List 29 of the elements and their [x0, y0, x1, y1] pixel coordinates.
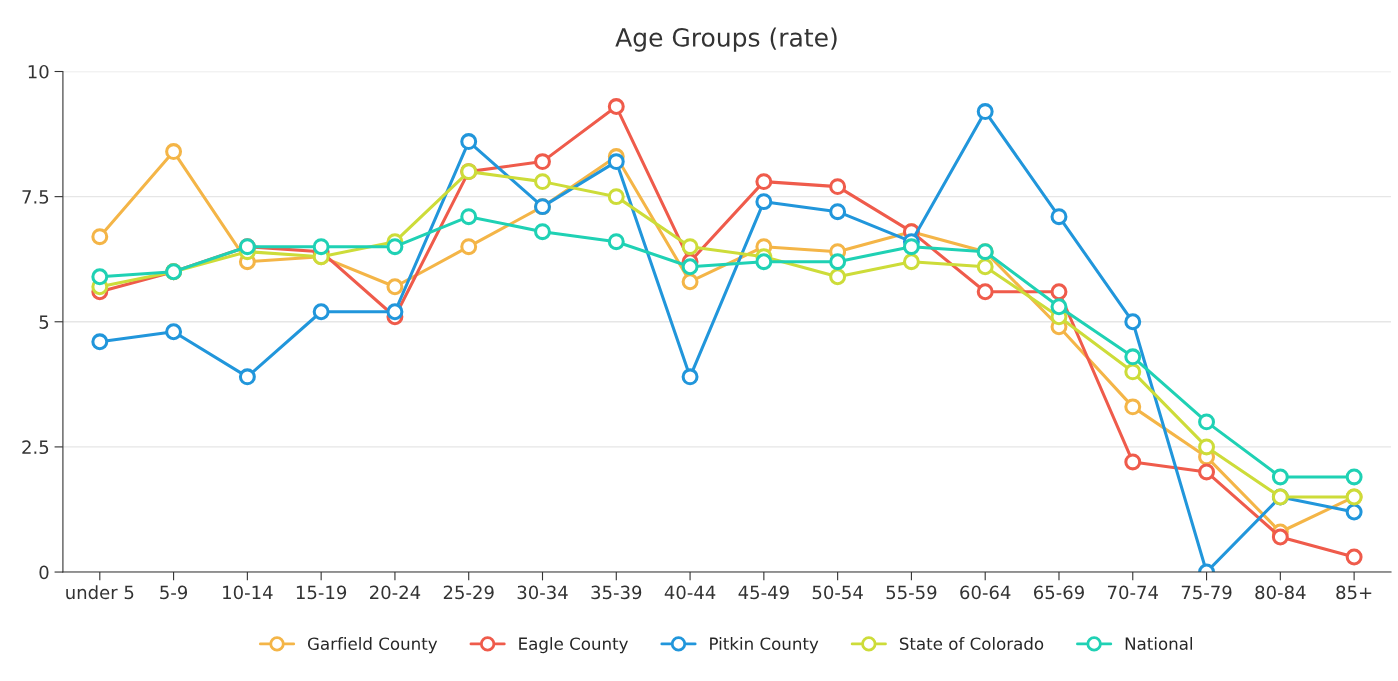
legend-label: Pitkin County [710, 637, 819, 654]
x-tick-label: 25-29 [443, 585, 494, 600]
legend-label: Eagle County [519, 637, 628, 654]
y-tick-label: 5 [39, 315, 49, 329]
x-tick-label: 75-79 [1181, 585, 1232, 600]
x-tick-label: 20-24 [370, 585, 421, 600]
x-tick-label: 35-39 [591, 585, 642, 600]
x-tick-label: 70-74 [1108, 585, 1158, 600]
x-tick-label: 10-14 [223, 585, 273, 600]
legend-label: State of Colorado [899, 637, 1044, 650]
x-tick-label: 65-69 [1034, 585, 1084, 600]
x-tick-label: 5-9 [160, 585, 188, 600]
x-tick-label: under 5 [66, 585, 134, 600]
x-tick-label: 15-19 [296, 585, 347, 600]
chart-title: Age Groups (rate) [615, 27, 837, 52]
y-tick-label: 2.5 [22, 440, 49, 455]
y-tick-label: 0 [39, 565, 49, 580]
x-tick-label: 55-59 [886, 585, 937, 600]
x-tick-label: 30-34 [517, 585, 568, 600]
x-tick-label: 80-84 [1255, 585, 1306, 600]
x-tick-label: 50-54 [812, 585, 863, 600]
legend-label: Garfield County [307, 637, 438, 654]
y-tick-label: 10 [28, 64, 49, 79]
x-tick-label: 60-64 [960, 585, 1011, 600]
x-tick-label: 85+ [1336, 585, 1372, 600]
y-tick-label: 7.5 [22, 190, 49, 204]
legend-label: National [1125, 637, 1192, 650]
x-tick-label: 40-44 [664, 585, 716, 600]
x-tick-label: 45-49 [738, 585, 789, 600]
